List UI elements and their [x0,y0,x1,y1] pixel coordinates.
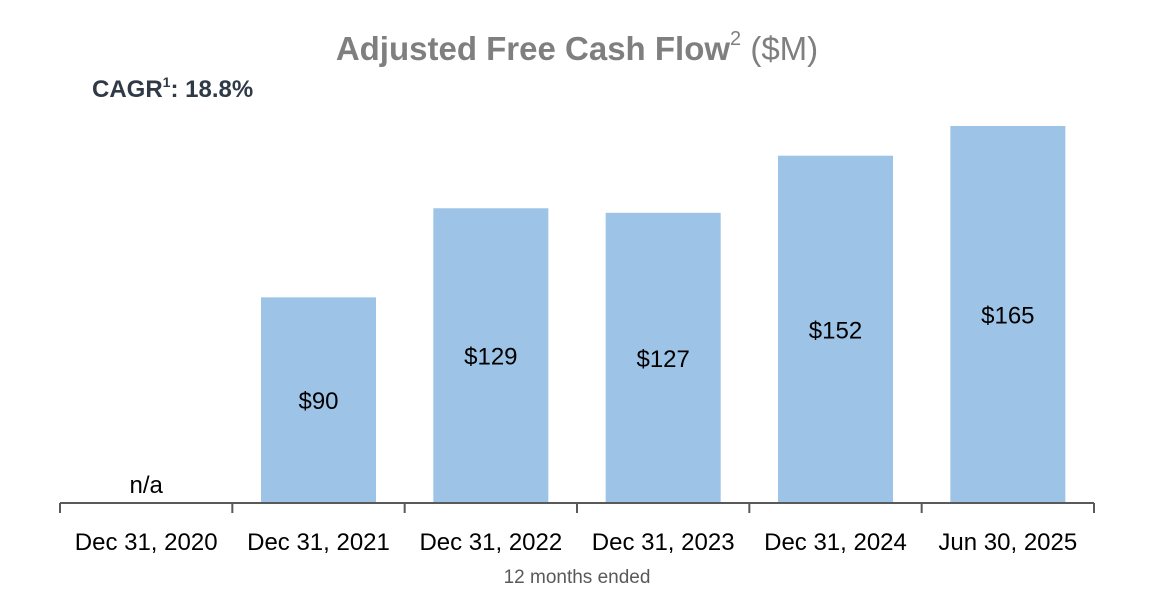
bar [433,208,549,503]
x-tick-label: Dec 31, 2024 [764,529,907,556]
cagr-label: CAGR1: 18.8% [92,74,254,104]
bar [261,297,376,503]
chart-title-footnote-mark: 2 [730,28,742,50]
data-label: $152 [809,317,862,344]
x-tick-label: Dec 31, 2022 [419,529,562,556]
data-label: $165 [981,303,1034,330]
data-label: $90 [298,388,338,415]
data-label: $127 [636,346,689,373]
cagr-value: : 18.8% [170,76,254,103]
cagr-footnote-mark: 1 [162,74,171,90]
x-tick-label: Dec 31, 2020 [75,529,218,556]
chart-title: Adjusted Free Cash Flow2 ($M) [0,28,1154,68]
bar [778,155,893,503]
cagr-text: CAGR [92,76,163,103]
x-tick-label: Dec 31, 2023 [592,529,735,556]
data-label: $129 [464,344,517,371]
bar [605,212,721,503]
data-label: n/a [129,472,163,499]
x-tick-label: Dec 31, 2021 [247,529,390,556]
chart-title-unit: ($M) [750,30,819,67]
bar [950,126,1066,503]
x-tick-label: Jun 30, 2025 [938,529,1077,556]
x-axis-subtitle: 12 months ended [503,567,651,588]
chart-title-main: Adjusted Free Cash Flow [335,30,731,67]
